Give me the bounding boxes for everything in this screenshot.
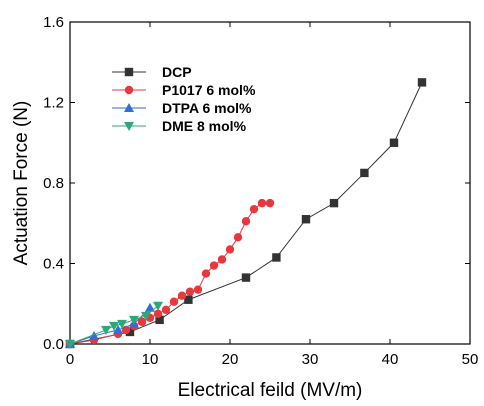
legend-label: P1017 6 mol% (162, 82, 256, 98)
data-point (101, 325, 111, 335)
series-layer (65, 78, 427, 349)
data-point (233, 233, 243, 242)
data-point (225, 245, 235, 254)
legend: DCP P1017 6 mol% DTPA 6 mol% DME 8 mol% (112, 64, 256, 134)
data-point (155, 315, 164, 325)
y-tick-label: 1.6 (43, 14, 64, 31)
legend-label: DME 8 mol% (162, 118, 247, 134)
data-point (161, 305, 171, 314)
data-point (65, 340, 75, 349)
data-point (169, 297, 179, 306)
data-point (185, 287, 195, 296)
x-tick-label: 50 (462, 351, 479, 368)
legend-item: DME 8 mol% (112, 118, 247, 134)
data-point (113, 324, 123, 334)
data-point (141, 311, 151, 321)
legend-marker (124, 67, 134, 77)
data-point (153, 309, 163, 319)
ticks-layer: 0 10 20 30 40 50 0.0 0.4 0.8 1.2 1.6 (43, 14, 478, 368)
legend-label: DCP (162, 64, 192, 80)
legend-item: P1017 6 mol% (112, 82, 256, 98)
x-tick-label: 10 (142, 351, 159, 368)
legend-item: DCP (112, 64, 192, 80)
data-point (301, 215, 311, 224)
x-tick-label: 0 (66, 351, 74, 368)
x-axis-title: Electrical feild (MV/m) (178, 380, 363, 401)
x-tick-label: 30 (302, 351, 319, 368)
x-tick-label: 20 (222, 351, 239, 368)
y-tick-label: 0.8 (43, 175, 64, 192)
data-point (329, 198, 339, 208)
data-point (117, 319, 127, 329)
data-point (241, 273, 251, 282)
y-tick-label: 0.4 (43, 256, 64, 273)
data-point (201, 269, 211, 278)
data-point (145, 302, 155, 312)
data-point (360, 168, 369, 178)
data-point (184, 295, 193, 304)
legend-item: DTPA 6 mol% (112, 100, 252, 116)
legend-marker (124, 103, 134, 112)
data-point (257, 198, 267, 208)
data-point (137, 317, 147, 327)
data-point (89, 330, 99, 340)
legend-marker (124, 85, 134, 95)
series-line (69, 202, 270, 345)
legend-marker (124, 122, 134, 131)
series-3 (65, 301, 163, 349)
data-point (265, 198, 275, 208)
data-point (193, 285, 203, 294)
y-tick-label: 0.0 (43, 336, 64, 353)
data-point (209, 261, 219, 270)
data-point (272, 253, 281, 262)
x-tick-label: 40 (382, 351, 399, 368)
data-point (109, 321, 119, 331)
y-axis-title: Actuation Force (N) (11, 101, 32, 266)
data-point (389, 138, 399, 147)
data-point (241, 217, 251, 226)
data-point (249, 204, 259, 214)
legend-label: DTPA 6 mol% (162, 100, 252, 116)
data-point (217, 255, 227, 264)
data-point (417, 78, 427, 87)
data-point (153, 301, 163, 311)
y-tick-label: 1.2 (43, 95, 64, 112)
data-point (177, 291, 187, 300)
data-point (129, 315, 139, 325)
data-point (125, 327, 135, 337)
